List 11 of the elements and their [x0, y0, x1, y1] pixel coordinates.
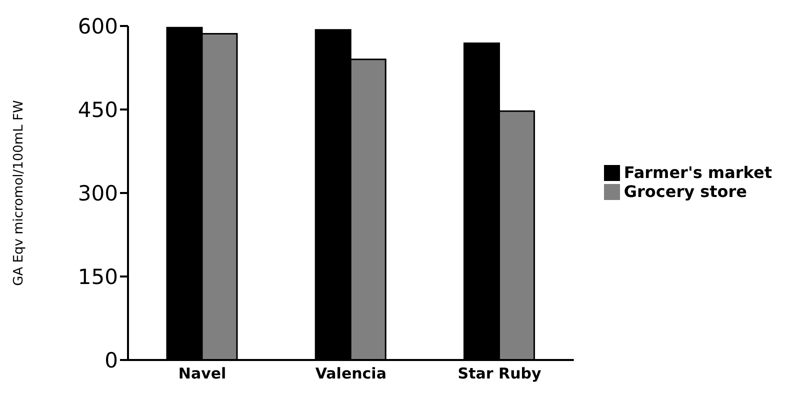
y-tick-label: 600	[78, 14, 118, 38]
y-axis-title: GA Eqv micromol/100mL FW	[12, 100, 27, 286]
x-tick-label: Navel	[178, 364, 226, 383]
y-tick-label: 450	[78, 98, 118, 122]
x-tick-label: Valencia	[315, 364, 386, 383]
y-tick-label: 150	[78, 264, 118, 289]
y-tick-label: 300	[78, 181, 118, 206]
x-tick-label: Star Ruby	[458, 364, 542, 383]
legend-label: Grocery store	[624, 182, 747, 200]
legend-label: Farmer's market	[624, 162, 772, 182]
y-tick-label: 0	[104, 348, 118, 372]
